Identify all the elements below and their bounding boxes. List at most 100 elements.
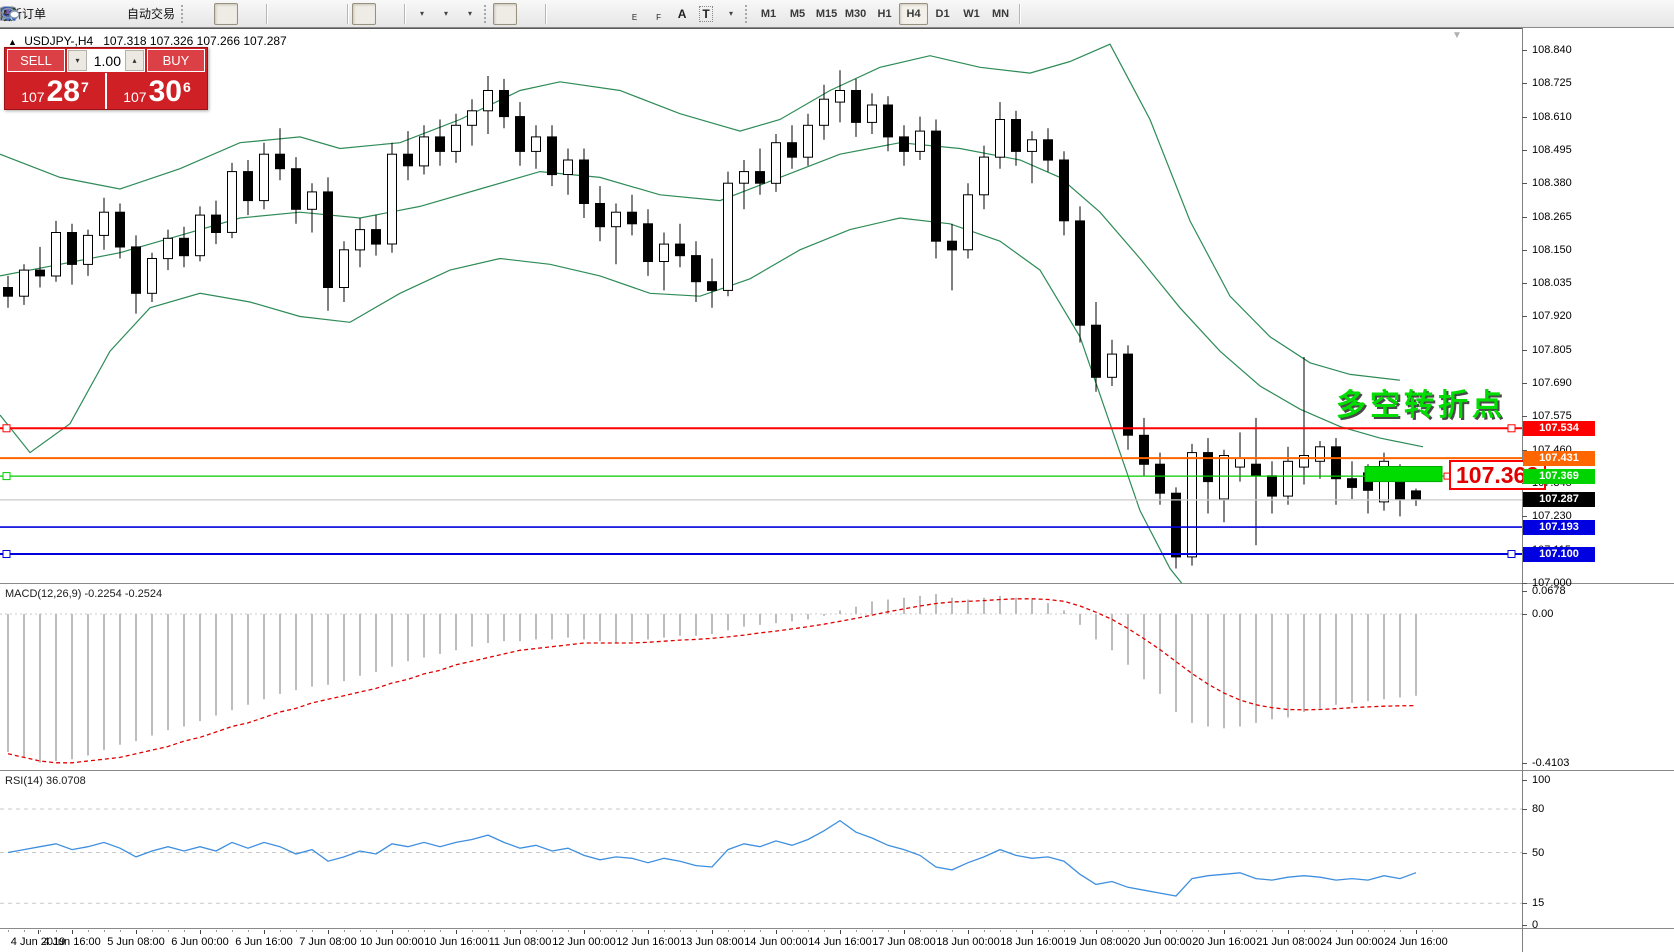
candle-body xyxy=(371,229,381,245)
candle-body xyxy=(867,104,877,123)
scroll-to-end-icon[interactable]: ▼ xyxy=(1452,30,1462,41)
search-button[interactable] xyxy=(1,3,1642,25)
time-minor-tick xyxy=(168,930,169,932)
fibonacci-tool-button[interactable]: F xyxy=(1,3,670,25)
channel-letter: E xyxy=(631,13,638,22)
macd-bar xyxy=(231,614,233,711)
time-axis[interactable]: 4 Jun 2019 4 Jun 16:00 5 Jun 08:00 6 Jun 00… xyxy=(0,930,1522,952)
bar-chart-button[interactable] xyxy=(2,3,214,25)
candle-body xyxy=(1219,455,1229,500)
candle-body xyxy=(339,249,349,289)
indicators-button[interactable]: ▾ xyxy=(0,3,433,25)
vertical-line-tool-button[interactable] xyxy=(5,3,574,25)
timeframe-m30[interactable]: M30 xyxy=(844,7,867,20)
horizontal-line-tool-button[interactable] xyxy=(1,3,598,25)
time-major-tick xyxy=(136,930,137,934)
time-minor-tick xyxy=(1016,930,1017,932)
macd-bar xyxy=(71,614,73,760)
signals-button[interactable] xyxy=(1,3,121,25)
time-major-tick xyxy=(584,930,585,934)
macd-bar xyxy=(775,614,777,624)
price-badge-107.193: 107.193 xyxy=(1523,520,1595,535)
chart-shift-button[interactable] xyxy=(1,3,400,25)
symbol-timeframe: USDJPY-,H4 xyxy=(24,34,94,48)
chart-macd-divider[interactable] xyxy=(0,583,1674,585)
volume-decrease-button[interactable]: ▾ xyxy=(68,50,87,71)
periods-button[interactable]: ▾ xyxy=(1,3,457,25)
channel-tool-button[interactable]: E xyxy=(0,3,646,25)
hline-handle[interactable] xyxy=(1507,550,1516,558)
timeframe-h1[interactable]: H1 xyxy=(877,7,892,20)
buy-price-button[interactable]: 107 30 6 xyxy=(107,73,207,109)
cursor-tool-button[interactable] xyxy=(4,2,518,25)
candle-body xyxy=(1283,460,1293,497)
zoom-in-button[interactable] xyxy=(1,3,295,25)
volume-increase-button[interactable]: ▴ xyxy=(125,50,144,71)
candlestick-chart-button[interactable] xyxy=(2,2,239,25)
text-label-tool-button[interactable]: T xyxy=(694,3,718,25)
community-button[interactable] xyxy=(0,3,97,25)
candle-body xyxy=(835,90,845,103)
macd-bar xyxy=(679,614,681,636)
time-minor-tick xyxy=(1192,930,1193,932)
price-badge-107.431: 107.431 xyxy=(1523,451,1595,466)
chat-button[interactable] xyxy=(0,3,1666,25)
line-chart-button[interactable] xyxy=(1,3,262,25)
candle-body xyxy=(627,211,637,225)
timeframe-d1[interactable]: D1 xyxy=(935,7,950,20)
timeframe-w1[interactable]: W1 xyxy=(963,7,980,20)
price-chart[interactable] xyxy=(0,28,1522,585)
text-tool-button[interactable]: A xyxy=(670,3,694,25)
candle-body xyxy=(819,98,829,126)
hline-handle[interactable] xyxy=(1507,424,1516,433)
profiles-button[interactable] xyxy=(1,3,73,25)
timeframe-m5[interactable]: M5 xyxy=(789,7,806,20)
candle-body xyxy=(115,211,125,248)
candle-body xyxy=(1299,455,1309,468)
macd-bar xyxy=(1303,614,1305,712)
time-major-tick xyxy=(840,930,841,934)
zoom-out-button[interactable] xyxy=(1,3,319,25)
hline-handle[interactable] xyxy=(2,550,11,558)
price-badge-107.534: 107.534 xyxy=(1523,421,1595,436)
bollinger-middle xyxy=(0,142,1424,448)
crosshair-tool-button[interactable] xyxy=(1,3,541,25)
hline-handle[interactable] xyxy=(2,472,11,481)
candle-body xyxy=(1155,463,1165,494)
price-tick-label: 108.380 xyxy=(1532,177,1572,189)
buy-button[interactable]: BUY xyxy=(147,49,205,72)
rsi-panel[interactable] xyxy=(0,772,1522,930)
toolbar-separator xyxy=(545,3,547,24)
symbol-collapse-icon[interactable]: ▲ xyxy=(8,37,17,47)
time-label: 14 Jun 16:00 xyxy=(808,936,872,948)
macd-bar xyxy=(199,614,201,722)
rsi-label: RSI(14) 36.0708 xyxy=(5,775,86,787)
timeframe-m1[interactable]: M1 xyxy=(760,7,777,20)
macd-rsi-divider[interactable] xyxy=(0,770,1674,772)
trendline-tool-button[interactable] xyxy=(1,3,622,25)
timeframe-mn[interactable]: MN xyxy=(991,7,1010,20)
macd-bar xyxy=(759,614,761,625)
macd-bar xyxy=(839,610,841,614)
arrows-tool-button[interactable]: ▾ xyxy=(4,3,742,25)
macd-bar xyxy=(503,614,505,642)
timeframe-m15[interactable]: M15 xyxy=(815,7,838,20)
time-major-tick xyxy=(1288,930,1289,934)
rsi-scale-label: 100 xyxy=(1532,774,1551,786)
auto-scroll-button[interactable] xyxy=(1,2,377,25)
autotrading-button[interactable]: 自动交易 xyxy=(0,3,178,25)
candle-body xyxy=(1059,159,1069,222)
macd-panel[interactable] xyxy=(0,585,1522,772)
volume-input[interactable]: 1.00 xyxy=(87,50,125,71)
templates-button[interactable]: ▾ xyxy=(1,3,481,25)
tile-windows-button[interactable] xyxy=(0,3,343,25)
macd-bar xyxy=(1367,614,1369,702)
sell-price-button[interactable]: 107 28 7 xyxy=(5,73,107,109)
fibonacci-letter: F xyxy=(656,13,661,22)
hline-handle[interactable] xyxy=(2,424,11,433)
timeframe-h4[interactable]: H4 xyxy=(899,2,929,25)
sell-button[interactable]: SELL xyxy=(7,49,65,72)
turning-point-annotation[interactable]: 多空转折点 xyxy=(1336,389,1506,422)
highlight-zone[interactable] xyxy=(1364,466,1443,483)
toolbar-drag-handle xyxy=(484,4,490,23)
